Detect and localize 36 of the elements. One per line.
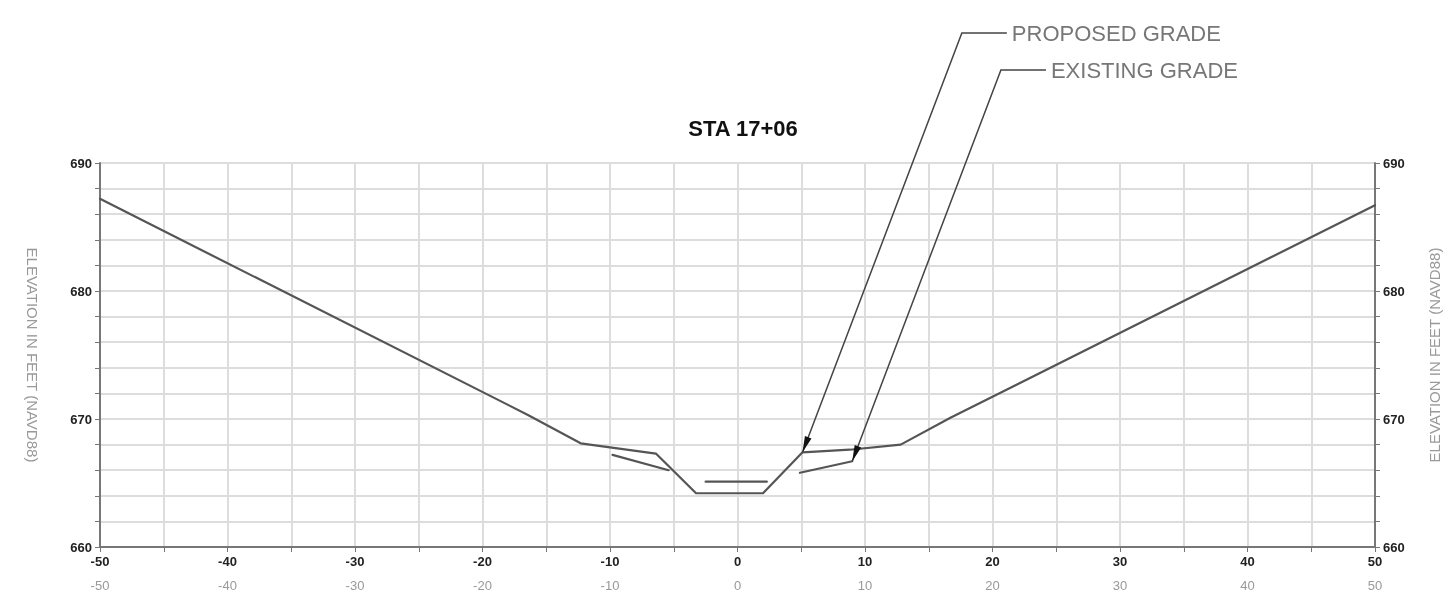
x-tick-label: 0	[733, 554, 742, 569]
x2-tick-label: -20	[473, 578, 492, 593]
y-tick-label: 680	[70, 283, 92, 299]
x2-tick-label: 10	[857, 578, 873, 593]
x-tick-label: -30	[345, 554, 365, 569]
annotation: EXISTING GRADE	[1050, 57, 1238, 83]
annotation: PROPOSED GRADE	[1011, 20, 1221, 46]
x-tick-label: -50	[90, 554, 110, 569]
x-tick-label: 30	[1112, 554, 1128, 569]
y2-tick-label: 690	[1383, 155, 1405, 171]
x-tick-label: 10	[857, 554, 873, 569]
x-tick-label: -10	[600, 554, 620, 569]
x2-tick-label: 50	[1367, 578, 1383, 593]
x2-tick-label: 40	[1240, 578, 1255, 593]
y2-tick-label: 660	[1383, 539, 1405, 555]
x2-tick-label: -40	[218, 578, 237, 593]
chart-title: STA 17+06	[688, 115, 798, 141]
line-series	[98, 197, 1377, 495]
x2-tick-label: 30	[1112, 578, 1128, 593]
y-tick-label: 660	[70, 539, 92, 555]
y2-tick-label: 670	[1383, 411, 1405, 427]
y-axis-title: ELEVATION IN FEET (NAVD88)	[24, 247, 41, 463]
x-tick-label: -20	[473, 554, 492, 569]
x-tick-label: 50	[1367, 554, 1383, 569]
x2-tick-label: 20	[985, 578, 1000, 593]
x-tick-label: 20	[985, 554, 1000, 569]
y2-axis-title: ELEVATION IN FEET (NAVD88)	[1426, 247, 1443, 463]
x2-tick-label: -50	[90, 578, 110, 593]
x-tick-label: 40	[1240, 554, 1255, 569]
x2-tick-label: -30	[345, 578, 365, 593]
y2-tick-label: 680	[1383, 283, 1405, 299]
x2-tick-label: -10	[600, 578, 620, 593]
y-tick-label: 690	[70, 155, 92, 171]
x-tick-label: -40	[218, 554, 237, 569]
y-tick-label: 670	[70, 411, 92, 427]
x2-tick-label: 0	[733, 578, 742, 593]
